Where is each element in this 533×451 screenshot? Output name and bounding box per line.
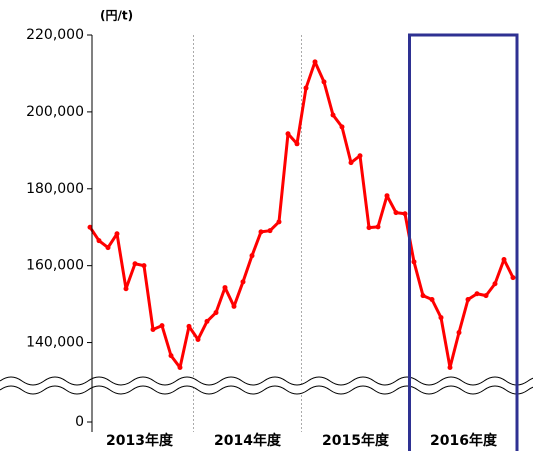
point (114, 231, 120, 237)
y-tick-label: 220,000 (26, 27, 84, 43)
point (501, 257, 507, 263)
point (267, 228, 273, 234)
axis-break (0, 385, 533, 395)
point (258, 229, 264, 235)
point (321, 79, 327, 85)
point (366, 225, 372, 231)
point (339, 124, 345, 130)
x-category-label: 2016年度 (430, 432, 498, 449)
point (384, 193, 390, 199)
point (105, 245, 111, 251)
y-tick-label: 140,000 (26, 335, 84, 351)
point (240, 279, 246, 285)
point (195, 336, 201, 342)
y-tick-label: 200,000 (26, 104, 84, 120)
point (393, 210, 399, 216)
point (348, 160, 354, 166)
y-tick-label: 160,000 (26, 258, 84, 274)
point (429, 296, 435, 302)
y-tick-label: 180,000 (26, 181, 84, 197)
point (375, 224, 381, 230)
point (150, 326, 156, 332)
point (465, 296, 471, 302)
point (123, 286, 129, 292)
point (285, 131, 291, 137)
point (483, 293, 489, 299)
point (474, 291, 480, 297)
point (276, 219, 282, 225)
point (402, 211, 408, 217)
y-tick-label: 0 (75, 414, 84, 430)
line (88, 60, 515, 370)
point (294, 141, 300, 147)
point (96, 238, 102, 244)
point (510, 275, 516, 281)
x-category-label: 2014年度 (214, 432, 282, 449)
point (456, 330, 462, 336)
highlight-box (408, 33, 519, 451)
point (159, 323, 165, 329)
point (357, 153, 363, 159)
point (420, 293, 426, 299)
point (231, 303, 237, 309)
point (132, 261, 138, 267)
axis-break-fill (0, 377, 533, 394)
point (204, 318, 210, 324)
point (447, 365, 453, 371)
point (330, 112, 336, 118)
point (141, 263, 147, 269)
point (177, 365, 183, 371)
point (222, 285, 228, 291)
point (249, 253, 255, 259)
x-category-label: 2013年度 (106, 432, 174, 449)
point (213, 310, 219, 316)
point (168, 353, 174, 359)
point (492, 281, 498, 287)
point (438, 315, 444, 321)
axis-break (0, 376, 533, 386)
point (411, 259, 417, 265)
point (303, 85, 309, 91)
x-category-label: 2015年度 (322, 432, 390, 449)
point (87, 224, 93, 230)
point (186, 323, 192, 329)
point (312, 59, 318, 65)
y-axis-label: (円/t) (100, 9, 133, 23)
